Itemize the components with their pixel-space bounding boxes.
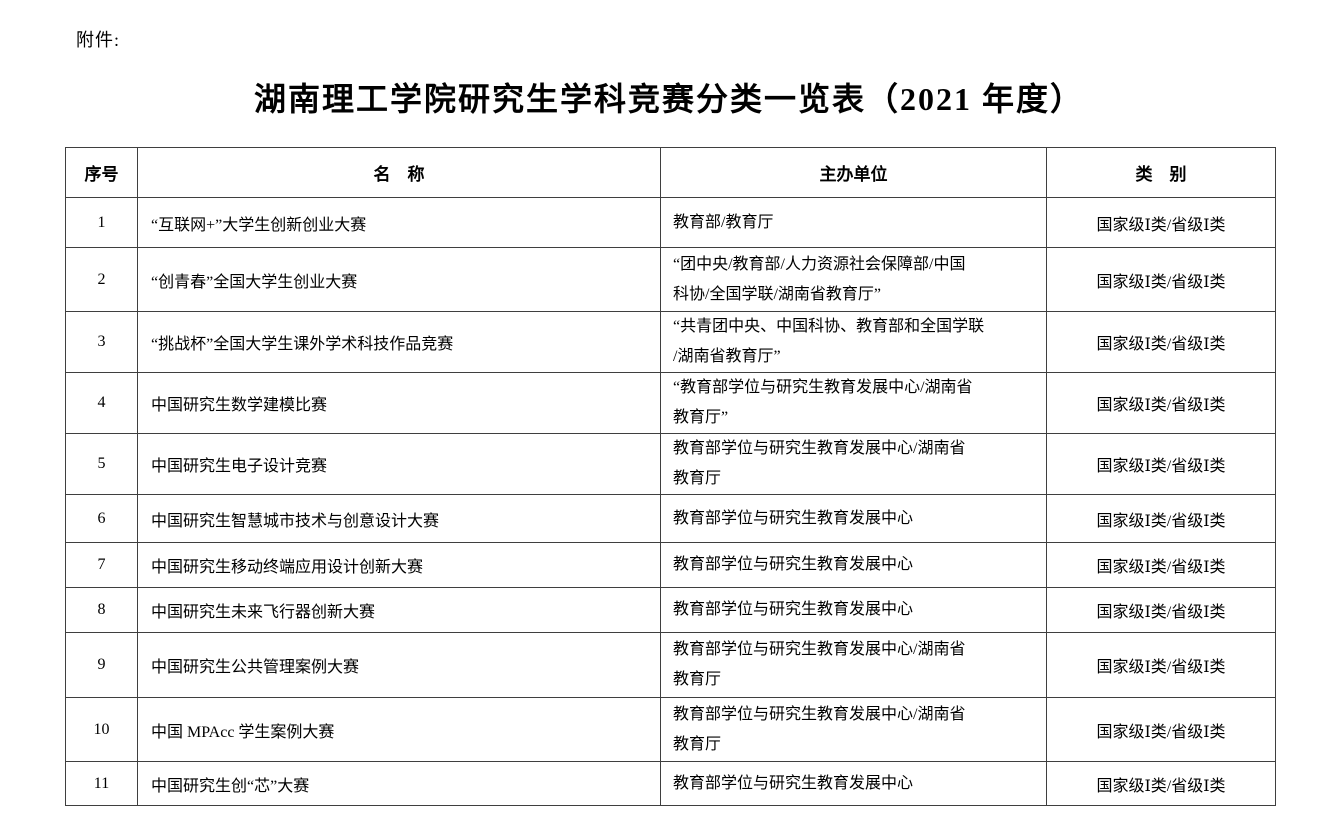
row-number-cell: 7	[65, 542, 138, 588]
row-number-cell: 8	[65, 587, 138, 633]
organizer-cell: 教育部学位与研究生教育发展中心/湖南省 教育厅	[660, 632, 1047, 698]
table-head: 序号 名 称 主办单位 类 别	[65, 147, 1276, 198]
row-number-cell: 2	[65, 247, 138, 312]
competition-name-cell: 中国研究生未来飞行器创新大赛	[137, 587, 661, 633]
competition-name-cell: 中国研究生公共管理案例大赛	[137, 632, 661, 698]
category-cell: 国家级Ⅰ类/省级Ⅰ类	[1046, 632, 1276, 698]
organizer-cell: 教育部学位与研究生教育发展中心/湖南省 教育厅	[660, 697, 1047, 762]
competition-name-cell: 中国研究生智慧城市技术与创意设计大赛	[137, 494, 661, 543]
table-row: 2 “创青春”全国大学生创业大赛 “团中央/教育部/人力资源社会保障部/中国 科协/…	[65, 247, 1276, 312]
table-header-row: 序号 名 称 主办单位 类 别	[65, 147, 1276, 198]
header-organizer: 主办单位	[660, 147, 1047, 198]
table-row: 5 中国研究生电子设计竞赛 教育部学位与研究生教育发展中心/湖南省 教育厅 国家级Ⅰ类…	[65, 433, 1276, 495]
category-cell: 国家级Ⅰ类/省级Ⅰ类	[1046, 311, 1276, 373]
row-number-cell: 9	[65, 632, 138, 698]
header-no: 序号	[65, 147, 138, 198]
row-number-cell: 5	[65, 433, 138, 495]
competition-name-cell: 中国研究生移动终端应用设计创新大赛	[137, 542, 661, 588]
organizer-cell: 教育部学位与研究生教育发展中心	[660, 587, 1047, 633]
organizer-cell: 教育部/教育厅	[660, 197, 1047, 248]
row-number-cell: 3	[65, 311, 138, 373]
row-number-cell: 1	[65, 197, 138, 248]
category-cell: 国家级Ⅰ类/省级Ⅰ类	[1046, 197, 1276, 248]
attachment-label: 附件:	[76, 30, 121, 50]
table-row: 9 中国研究生公共管理案例大赛 教育部学位与研究生教育发展中心/湖南省 教育厅 国家级…	[65, 632, 1276, 698]
competition-name-cell: 中国研究生数学建模比赛	[137, 372, 661, 434]
table-row: 1 “互联网+”大学生创新创业大赛 教育部/教育厅 国家级Ⅰ类/省级Ⅰ类	[65, 197, 1276, 248]
category-cell: 国家级Ⅰ类/省级Ⅰ类	[1046, 542, 1276, 588]
page-title: 湖南理工学院研究生学科竞赛分类一览表（2021 年度）	[253, 81, 1084, 117]
organizer-cell: 教育部学位与研究生教育发展中心/湖南省 教育厅	[660, 433, 1047, 495]
organizer-cell: 教育部学位与研究生教育发展中心	[660, 542, 1047, 588]
category-cell: 国家级Ⅰ类/省级Ⅰ类	[1046, 433, 1276, 495]
table-row: 7 中国研究生移动终端应用设计创新大赛 教育部学位与研究生教育发展中心 国家级Ⅰ类/省…	[65, 542, 1276, 588]
competition-name-cell: “互联网+”大学生创新创业大赛	[137, 197, 661, 248]
row-number-cell: 11	[65, 761, 138, 806]
competition-name-cell: “挑战杯”全国大学生课外学术科技作品竞赛	[137, 311, 661, 373]
row-number-cell: 6	[65, 494, 138, 543]
row-number-cell: 10	[65, 697, 138, 762]
row-number-cell: 4	[65, 372, 138, 434]
table-row: 10 中国 MPAcc 学生案例大赛 教育部学位与研究生教育发展中心/湖南省 教育厅…	[65, 697, 1276, 762]
category-cell: 国家级Ⅰ类/省级Ⅰ类	[1046, 247, 1276, 312]
category-cell: 国家级Ⅰ类/省级Ⅰ类	[1046, 697, 1276, 762]
competition-name-cell: “创青春”全国大学生创业大赛	[137, 247, 661, 312]
table-row: 3 “挑战杯”全国大学生课外学术科技作品竞赛 “共青团中央、中国科协、教育部和全国学…	[65, 311, 1276, 373]
table-body: 1 “互联网+”大学生创新创业大赛 教育部/教育厅 国家级Ⅰ类/省级Ⅰ类 2 “创青春”全…	[65, 197, 1276, 806]
header-name: 名 称	[137, 147, 661, 198]
table-row: 6 中国研究生智慧城市技术与创意设计大赛 教育部学位与研究生教育发展中心 国家级Ⅰ类/…	[65, 494, 1276, 543]
organizer-cell: “共青团中央、中国科协、教育部和全国学联 /湖南省教育厅”	[660, 311, 1047, 373]
organizer-cell: “教育部学位与研究生教育发展中心/湖南省 教育厅”	[660, 372, 1047, 434]
organizer-cell: 教育部学位与研究生教育发展中心	[660, 494, 1047, 543]
competition-name-cell: 中国 MPAcc 学生案例大赛	[137, 697, 661, 762]
category-cell: 国家级Ⅰ类/省级Ⅰ类	[1046, 372, 1276, 434]
table-row: 8 中国研究生未来飞行器创新大赛 教育部学位与研究生教育发展中心 国家级Ⅰ类/省级Ⅰ类	[65, 587, 1276, 633]
table-row: 11 中国研究生创“芯”大赛 教育部学位与研究生教育发展中心 国家级Ⅰ类/省级Ⅰ类	[65, 761, 1276, 806]
competitions-table: 序号 名 称 主办单位 类 别 1 “互联网+”大学生创新创业大赛 教育部/教育厅国…	[65, 147, 1276, 806]
competition-name-cell: 中国研究生创“芯”大赛	[137, 761, 661, 806]
organizer-cell: “团中央/教育部/人力资源社会保障部/中国 科协/全国学联/湖南省教育厅”	[660, 247, 1047, 312]
table-row: 4 中国研究生数学建模比赛 “教育部学位与研究生教育发展中心/湖南省 教育厅” 国家级…	[65, 372, 1276, 434]
header-category: 类 别	[1046, 147, 1276, 198]
category-cell: 国家级Ⅰ类/省级Ⅰ类	[1046, 587, 1276, 633]
competition-name-cell: 中国研究生电子设计竞赛	[137, 433, 661, 495]
category-cell: 国家级Ⅰ类/省级Ⅰ类	[1046, 494, 1276, 543]
organizer-cell: 教育部学位与研究生教育发展中心	[660, 761, 1047, 806]
category-cell: 国家级Ⅰ类/省级Ⅰ类	[1046, 761, 1276, 806]
